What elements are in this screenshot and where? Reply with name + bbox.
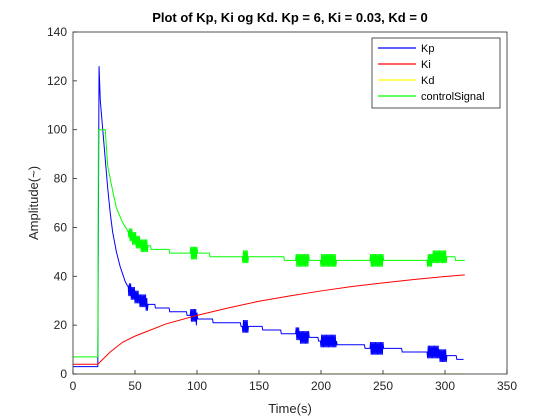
legend-label-kd: Kd bbox=[421, 75, 434, 87]
x-tick-label: 150 bbox=[249, 379, 269, 393]
x-tick-label: 250 bbox=[373, 379, 393, 393]
y-tick-label: 120 bbox=[47, 74, 67, 88]
series-line-ki bbox=[73, 274, 465, 365]
x-tick-label: 0 bbox=[70, 379, 77, 393]
y-axis: 0 20 40 60 80 100 120 140 bbox=[47, 25, 77, 381]
y-tick-label: 20 bbox=[54, 318, 68, 332]
y-tick-label: 80 bbox=[54, 172, 68, 186]
y-tick-label: 140 bbox=[47, 25, 67, 39]
y-axis-label: Amplitude(~) bbox=[26, 166, 41, 240]
y-tick-label: 40 bbox=[54, 269, 68, 283]
legend-label-controlsignal: controlSignal bbox=[421, 91, 485, 103]
series-line-kp bbox=[73, 66, 464, 368]
y-tick-label: 0 bbox=[60, 367, 67, 381]
x-axis: 0 50 100 150 200 250 300 350 bbox=[70, 370, 517, 393]
axes-box bbox=[72, 31, 508, 375]
legend: Kp Ki Kd controlSignal bbox=[371, 37, 501, 109]
x-tick-label: 100 bbox=[187, 379, 207, 393]
x-tick-label: 300 bbox=[435, 379, 455, 393]
chart-title: Plot of Kp, Ki og Kd. Kp = 6, Ki = 0.03,… bbox=[152, 10, 428, 25]
y-tick-label: 100 bbox=[47, 123, 67, 137]
y-tick-label: 60 bbox=[54, 220, 68, 234]
series-line-controlsignal bbox=[73, 129, 465, 358]
series-layer bbox=[73, 66, 465, 374]
x-tick-label: 50 bbox=[128, 379, 142, 393]
x-axis-label: Time(s) bbox=[268, 401, 312, 416]
legend-label-ki: Ki bbox=[421, 59, 431, 71]
x-tick-label: 200 bbox=[311, 379, 331, 393]
x-tick-label: 350 bbox=[497, 379, 517, 393]
legend-label-kp: Kp bbox=[421, 43, 434, 55]
